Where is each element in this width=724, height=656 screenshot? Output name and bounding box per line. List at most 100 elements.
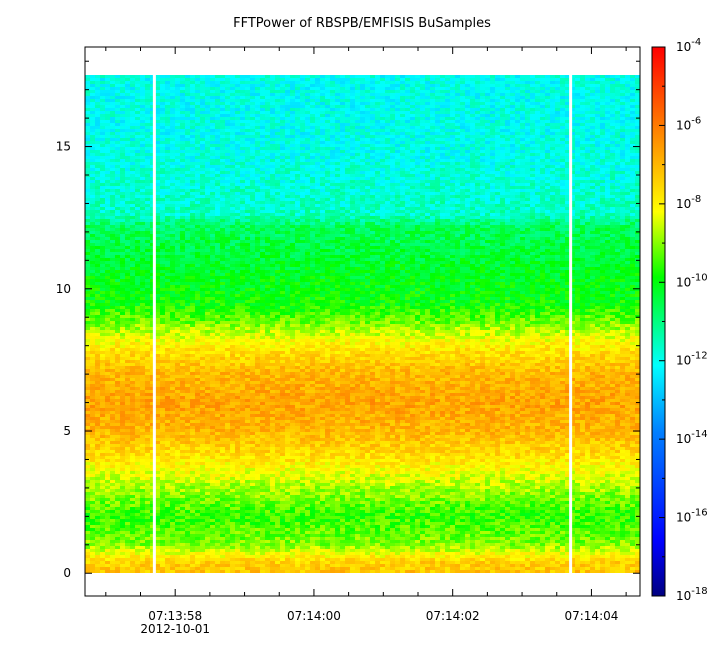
- spectrogram-cell: [100, 120, 105, 123]
- spectrogram-cell: [475, 180, 480, 183]
- spectrogram-cell: [225, 108, 230, 111]
- spectrogram-cell: [90, 141, 95, 144]
- spectrogram-cell: [490, 135, 495, 138]
- spectrogram-cell: [605, 156, 610, 159]
- spectrogram-cell: [565, 168, 570, 171]
- spectrogram-cell: [425, 150, 430, 153]
- spectrogram-cell: [235, 153, 240, 156]
- spectrogram-cell: [205, 138, 210, 141]
- spectrogram-cell: [555, 123, 560, 126]
- spectrogram-cell: [140, 207, 145, 210]
- spectrogram-cell: [130, 147, 135, 150]
- spectrogram-cell: [425, 111, 430, 114]
- spectrogram-cell: [425, 165, 430, 168]
- spectrogram-cell: [625, 108, 630, 111]
- spectrogram-cell: [320, 162, 325, 165]
- spectrogram-cell: [85, 156, 90, 159]
- spectrogram-cell: [345, 111, 350, 114]
- spectrogram-cell: [580, 171, 585, 174]
- spectrogram-cell: [375, 138, 380, 141]
- spectrogram-cell: [335, 90, 340, 93]
- spectrogram-cell: [185, 201, 190, 204]
- spectrogram-cell: [210, 204, 215, 207]
- spectrogram-cell: [265, 93, 270, 96]
- spectrogram-cell: [135, 138, 140, 141]
- spectrogram-cell: [220, 144, 225, 147]
- spectrogram-cell: [325, 153, 330, 156]
- spectrogram-cell: [90, 123, 95, 126]
- spectrogram-cell: [325, 144, 330, 147]
- spectrogram-cell: [615, 105, 620, 108]
- spectrogram-cell: [450, 162, 455, 165]
- spectrogram-cell: [315, 162, 320, 165]
- spectrogram-cell: [440, 207, 445, 210]
- spectrogram-cell: [120, 87, 125, 90]
- spectrogram-cell: [555, 207, 560, 210]
- spectrogram-cell: [575, 138, 580, 141]
- spectrogram-cell: [410, 126, 415, 129]
- spectrogram-cell: [590, 177, 595, 180]
- spectrogram-cell: [425, 132, 430, 135]
- spectrogram-cell: [430, 114, 435, 117]
- spectrogram-cell: [280, 180, 285, 183]
- spectrogram-cell: [175, 132, 180, 135]
- spectrogram-cell: [290, 78, 295, 81]
- spectrogram-cell: [315, 195, 320, 198]
- spectrogram-cell: [230, 135, 235, 138]
- spectrogram-cell: [195, 114, 200, 117]
- spectrogram-cell: [495, 168, 500, 171]
- spectrogram-cell: [300, 183, 305, 186]
- spectrogram-cell: [465, 195, 470, 198]
- spectrogram-cell: [250, 126, 255, 129]
- spectrogram-cell: [610, 99, 615, 102]
- spectrogram-cell: [225, 153, 230, 156]
- spectrogram-cell: [550, 108, 555, 111]
- spectrogram-cell: [540, 195, 545, 198]
- spectrogram-cell: [630, 177, 635, 180]
- spectrogram-cell: [305, 192, 310, 195]
- spectrogram-cell: [410, 177, 415, 180]
- spectrogram-cell: [490, 75, 495, 78]
- spectrogram-cell: [500, 174, 505, 177]
- spectrogram-cell: [205, 90, 210, 93]
- spectrogram-cell: [575, 189, 580, 192]
- spectrogram-cell: [565, 192, 570, 195]
- spectrogram-cell: [250, 93, 255, 96]
- spectrogram-cell: [355, 144, 360, 147]
- spectrogram-cell: [545, 81, 550, 84]
- spectrogram-cell: [580, 123, 585, 126]
- spectrogram-cell: [630, 129, 635, 132]
- spectrogram-cell: [620, 177, 625, 180]
- spectrogram-cell: [535, 99, 540, 102]
- spectrogram-cell: [205, 162, 210, 165]
- spectrogram-cell: [345, 168, 350, 171]
- spectrogram-cell: [585, 192, 590, 195]
- spectrogram-cell: [565, 99, 570, 102]
- spectrogram-cell: [595, 75, 600, 78]
- spectrogram-cell: [275, 144, 280, 147]
- spectrogram-cell: [110, 138, 115, 141]
- spectrogram-cell: [540, 198, 545, 201]
- spectrogram-cell: [120, 162, 125, 165]
- spectrogram-cell: [215, 138, 220, 141]
- spectrogram-cell: [225, 195, 230, 198]
- spectrogram-cell: [445, 192, 450, 195]
- spectrogram-cell: [195, 117, 200, 120]
- spectrogram-cell: [230, 192, 235, 195]
- spectrogram-cell: [205, 156, 210, 159]
- spectrogram-cell: [320, 135, 325, 138]
- spectrogram-cell: [120, 90, 125, 93]
- spectrogram-cell: [180, 186, 185, 189]
- spectrogram-cell: [460, 162, 465, 165]
- spectrogram-cell: [475, 123, 480, 126]
- spectrogram-cell: [320, 156, 325, 159]
- spectrogram-cell: [570, 159, 575, 162]
- spectrogram-cell: [595, 135, 600, 138]
- spectrogram-cell: [485, 144, 490, 147]
- spectrogram-cell: [625, 99, 630, 102]
- spectrogram-cell: [100, 138, 105, 141]
- spectrogram-cell: [240, 141, 245, 144]
- spectrogram-cell: [465, 150, 470, 153]
- spectrogram-cell: [590, 135, 595, 138]
- spectrogram-cell: [440, 198, 445, 201]
